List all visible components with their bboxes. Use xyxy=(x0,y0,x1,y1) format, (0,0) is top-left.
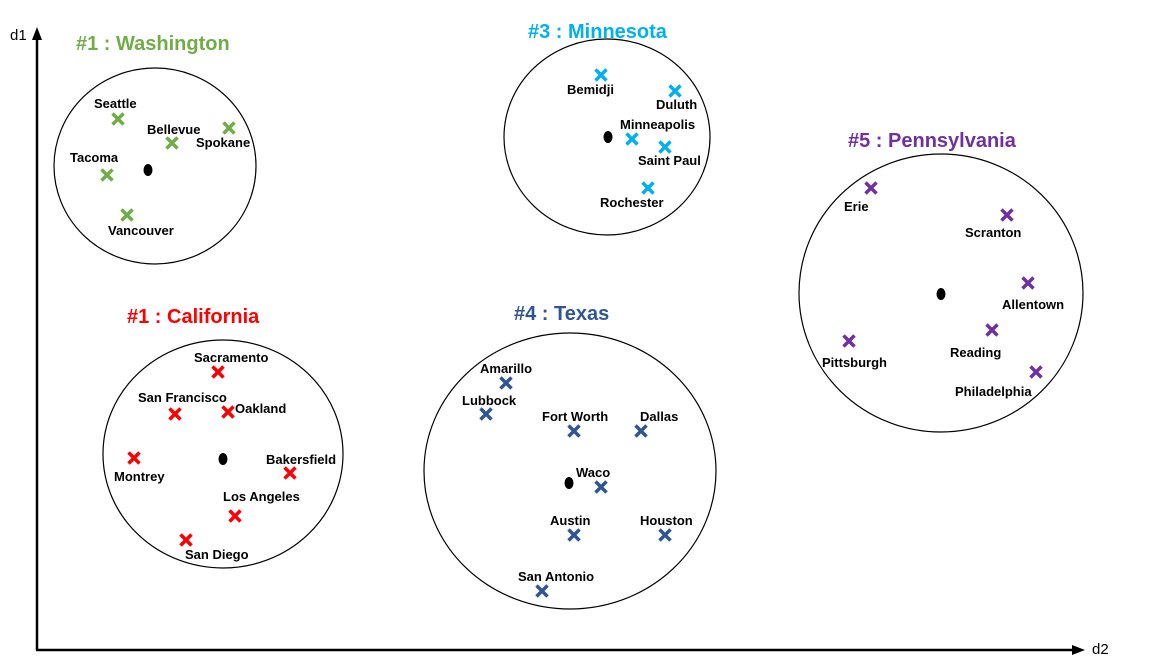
city-marker-pittsburgh xyxy=(842,334,856,348)
cluster-minnesota: #3 : Minnesota Bemidji Duluth Minneapoli… xyxy=(503,21,711,236)
city-marker-montrey xyxy=(127,451,141,465)
city-label-erie: Erie xyxy=(844,199,869,214)
cluster-title-minnesota: #3 : Minnesota xyxy=(528,21,668,43)
city-label-waco: Waco xyxy=(576,465,610,480)
city-label-scranton: Scranton xyxy=(965,225,1021,240)
city-label-bellevue: Bellevue xyxy=(147,122,200,137)
city-marker-bemidji xyxy=(594,68,608,82)
axes: d1 d2 xyxy=(10,27,1109,658)
city-marker-scranton xyxy=(1000,208,1014,222)
city-label-seattle: Seattle xyxy=(94,96,137,111)
city-marker-austin xyxy=(567,528,581,542)
city-marker-seattle xyxy=(111,112,125,126)
city-label-san-diego: San Diego xyxy=(185,547,249,562)
city-marker-duluth xyxy=(668,84,682,98)
city-label-oakland: Oakland xyxy=(235,401,286,416)
centroid-texas xyxy=(564,477,574,489)
cluster-boundary-california xyxy=(102,339,344,569)
city-label-montrey: Montrey xyxy=(114,469,165,484)
city-marker-bellevue xyxy=(165,136,179,150)
city-marker-reading xyxy=(985,323,999,337)
city-marker-erie xyxy=(864,181,878,195)
city-label-spokane: Spokane xyxy=(196,135,250,150)
city-label-dallas: Dallas xyxy=(640,409,678,424)
city-label-los-angeles: Los Angeles xyxy=(223,489,300,504)
city-marker-allentown xyxy=(1021,276,1035,290)
cluster-title-washington: #1 : Washington xyxy=(76,33,230,55)
city-label-austin: Austin xyxy=(550,513,591,528)
city-marker-vancouver xyxy=(120,208,134,222)
city-label-reading: Reading xyxy=(950,345,1001,360)
cluster-pennsylvania: #5 : Pennsylvania Erie Scranton Allentow… xyxy=(798,130,1084,433)
city-marker-waco xyxy=(594,480,608,494)
city-marker-rochester xyxy=(641,181,655,195)
y-axis-arrow xyxy=(32,27,42,40)
city-marker-fort-worth xyxy=(567,424,581,438)
x-axis-label: d2 xyxy=(1092,641,1109,658)
city-marker-los-angeles xyxy=(228,509,242,523)
cluster-boundary-washington xyxy=(53,67,257,265)
city-label-minneapolis: Minneapolis xyxy=(620,117,695,132)
city-label-tacoma: Tacoma xyxy=(70,150,119,165)
city-label-rochester: Rochester xyxy=(600,195,664,210)
centroid-minnesota xyxy=(603,131,613,143)
x-axis-arrow xyxy=(1072,645,1085,655)
city-label-san-francisco: San Francisco xyxy=(138,390,227,405)
city-label-sacramento: Sacramento xyxy=(194,350,268,365)
city-marker-san-antonio xyxy=(535,584,549,598)
city-label-vancouver: Vancouver xyxy=(108,223,174,238)
cluster-texas: #4 : Texas Amarillo Lubbock Fort Worth D… xyxy=(423,303,717,610)
city-marker-tacoma xyxy=(100,168,114,182)
city-label-duluth: Duluth xyxy=(656,97,697,112)
cluster-boundary-minnesota xyxy=(503,38,711,236)
city-marker-spokane xyxy=(222,121,236,135)
cluster-boundary-texas xyxy=(423,332,717,610)
city-label-pittsburgh: Pittsburgh xyxy=(822,355,887,370)
centroid-washington xyxy=(143,164,153,176)
cluster-title-texas: #4 : Texas xyxy=(514,303,609,325)
city-label-bemidji: Bemidji xyxy=(567,82,614,97)
city-marker-san-diego xyxy=(179,533,193,547)
city-marker-dallas xyxy=(634,424,648,438)
city-label-amarillo: Amarillo xyxy=(480,361,532,376)
cluster-title-pennsylvania: #5 : Pennsylvania xyxy=(848,130,1017,152)
city-label-houston: Houston xyxy=(640,513,693,528)
city-marker-saint-paul xyxy=(658,140,672,154)
y-axis-label: d1 xyxy=(10,27,27,44)
city-marker-lubbock xyxy=(479,407,493,421)
city-label-san-antonio: San Antonio xyxy=(518,569,594,584)
city-marker-bakersfield xyxy=(283,466,297,480)
city-label-lubbock: Lubbock xyxy=(462,393,517,408)
city-marker-sacramento xyxy=(211,365,225,379)
city-marker-minneapolis xyxy=(625,132,639,146)
cluster-california: #1 : California Sacramento San Francisco… xyxy=(102,306,344,569)
city-marker-houston xyxy=(658,528,672,542)
city-marker-san-francisco xyxy=(168,407,182,421)
city-label-saint-paul: Saint Paul xyxy=(638,153,701,168)
city-label-philadelphia: Philadelphia xyxy=(955,384,1032,399)
cluster-boundary-pennsylvania xyxy=(798,153,1084,433)
city-marker-amarillo xyxy=(499,376,513,390)
cluster-washington: #1 : Washington Seattle Bellevue Spokane… xyxy=(53,33,257,265)
centroid-pennsylvania xyxy=(936,288,946,300)
centroid-california xyxy=(218,453,228,465)
city-marker-oakland xyxy=(221,405,235,419)
city-marker-philadelphia xyxy=(1029,365,1043,379)
city-label-allentown: Allentown xyxy=(1002,297,1064,312)
city-label-fort-worth: Fort Worth xyxy=(542,409,608,424)
city-label-bakersfield: Bakersfield xyxy=(266,452,336,467)
cluster-title-california: #1 : California xyxy=(127,306,260,328)
